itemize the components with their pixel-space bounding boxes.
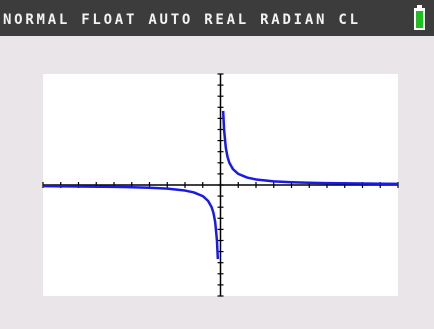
calculator-screen: NORMAL FLOAT AUTO REAL RADIAN CL xyxy=(0,0,434,329)
battery-icon xyxy=(414,5,425,30)
page: NORMAL FLOAT AUTO REAL RADIAN CL (() => … xyxy=(0,0,434,329)
